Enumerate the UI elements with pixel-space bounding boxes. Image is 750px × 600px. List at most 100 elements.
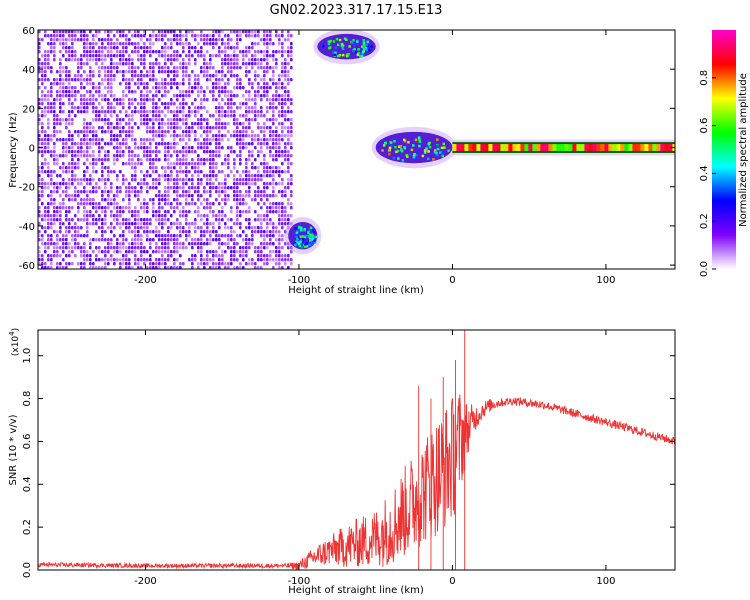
heatmap-cell — [50, 82, 53, 86]
heatmap-cell — [50, 174, 53, 178]
heatmap-cell — [101, 226, 104, 230]
heatmap-cell — [263, 142, 266, 146]
heatmap-cell — [119, 134, 122, 138]
heatmap-cell — [62, 42, 65, 46]
heatmap-cell — [56, 238, 59, 242]
heatmap-cell — [137, 54, 140, 58]
heatmap-cell — [140, 182, 143, 186]
heatmap-cell — [134, 206, 137, 210]
heatmap-cell — [65, 210, 68, 214]
heatmap-cell — [218, 150, 221, 154]
heatmap-cell — [254, 98, 257, 102]
heatmap-cell — [113, 110, 116, 114]
heatmap-cell — [152, 262, 155, 266]
heatmap-cell — [80, 142, 83, 146]
heatmap-cell — [95, 202, 98, 206]
heatmap-cell — [227, 130, 230, 134]
heatmap-cell — [173, 178, 176, 182]
heatmap-cell — [71, 54, 74, 58]
heatmap-cell — [218, 246, 221, 250]
heatmap-cell — [158, 122, 161, 126]
heatmap-cell — [80, 202, 83, 206]
heatmap-cell — [122, 94, 125, 98]
heatmap-cell — [191, 86, 194, 90]
heatmap-cell — [152, 178, 155, 182]
heatmap-cell — [185, 62, 188, 66]
heatmap-cell — [71, 106, 74, 110]
heatmap-cell — [53, 118, 56, 122]
heatmap-cell — [80, 62, 83, 66]
heatmap-cell — [260, 230, 263, 234]
heatmap-cell — [200, 86, 203, 90]
heatmap-cell — [191, 102, 194, 106]
heatmap-cell — [74, 166, 77, 170]
heatmap-cell — [221, 258, 224, 262]
heatmap-cell — [221, 30, 224, 34]
heatmap-cell — [275, 58, 278, 62]
heatmap-cell — [119, 190, 122, 194]
heatmap-cell — [200, 230, 203, 234]
heatmap-cell — [588, 144, 593, 151]
heatmap-cell — [80, 66, 83, 70]
heatmap-cell — [152, 162, 155, 166]
heatmap-cell — [215, 238, 218, 242]
heatmap-cell — [254, 54, 257, 58]
heatmap-cell — [56, 162, 59, 166]
heatmap-cell — [200, 122, 203, 126]
heatmap-cell — [417, 136, 421, 139]
heatmap-cell — [143, 230, 146, 234]
heatmap-cell — [227, 238, 230, 242]
heatmap-cell — [77, 74, 80, 78]
heatmap-cell — [218, 46, 221, 50]
heatmap-cell — [104, 142, 107, 146]
heatmap-cell — [182, 118, 185, 122]
heatmap-cell — [59, 266, 62, 269]
heatmap-cell — [272, 174, 275, 178]
heatmap-cell — [191, 186, 194, 190]
heatmap-cell — [83, 50, 86, 54]
snr-xtick-label: -200 — [134, 576, 157, 587]
heatmap-cell — [86, 134, 89, 138]
heatmap-cell — [131, 58, 134, 62]
heatmap-cell — [122, 178, 125, 182]
heatmap-cell — [296, 241, 299, 244]
heatmap-cell — [65, 50, 68, 54]
heatmap-cell — [269, 130, 272, 134]
heatmap-cell — [77, 202, 80, 206]
heatmap-cell — [263, 78, 266, 82]
heatmap-cell — [227, 146, 230, 150]
heatmap-cell — [44, 106, 47, 110]
heatmap-cell — [281, 226, 284, 230]
heatmap-cell — [303, 235, 307, 239]
heatmap-cell — [62, 150, 65, 154]
heatmap-cell — [38, 78, 41, 82]
heatmap-cell — [185, 234, 188, 238]
heatmap-cell — [200, 114, 203, 118]
heatmap-cell — [260, 214, 263, 218]
heatmap-cell — [68, 162, 71, 166]
heatmap-cell — [206, 74, 209, 78]
heatmap-cell — [254, 194, 257, 198]
heatmap-cell — [56, 34, 59, 38]
heatmap-cell — [233, 190, 236, 194]
heatmap-cell — [107, 250, 110, 254]
heatmap-cell — [233, 230, 236, 234]
heatmap-cell — [185, 38, 188, 42]
heatmap-cell — [269, 42, 272, 46]
heatmap-cell — [83, 250, 86, 254]
colorbar: 0.00.20.40.60.8 Normalized spectral ampl… — [699, 30, 749, 277]
heatmap-cell — [104, 186, 107, 190]
heatmap-cell — [68, 146, 71, 150]
heatmap-cell — [236, 234, 239, 238]
heatmap-cell — [227, 226, 230, 230]
heatmap-cell — [278, 50, 281, 54]
heatmap-cell — [149, 162, 152, 166]
heatmap-cell — [59, 186, 62, 190]
heatmap-cell — [233, 122, 236, 126]
heatmap-cell — [134, 90, 137, 94]
heatmap-cell — [53, 134, 56, 138]
heatmap-cell — [185, 194, 188, 198]
heatmap-cell — [300, 235, 303, 239]
heatmap-cell — [164, 178, 167, 182]
heatmap-cell — [65, 138, 68, 142]
